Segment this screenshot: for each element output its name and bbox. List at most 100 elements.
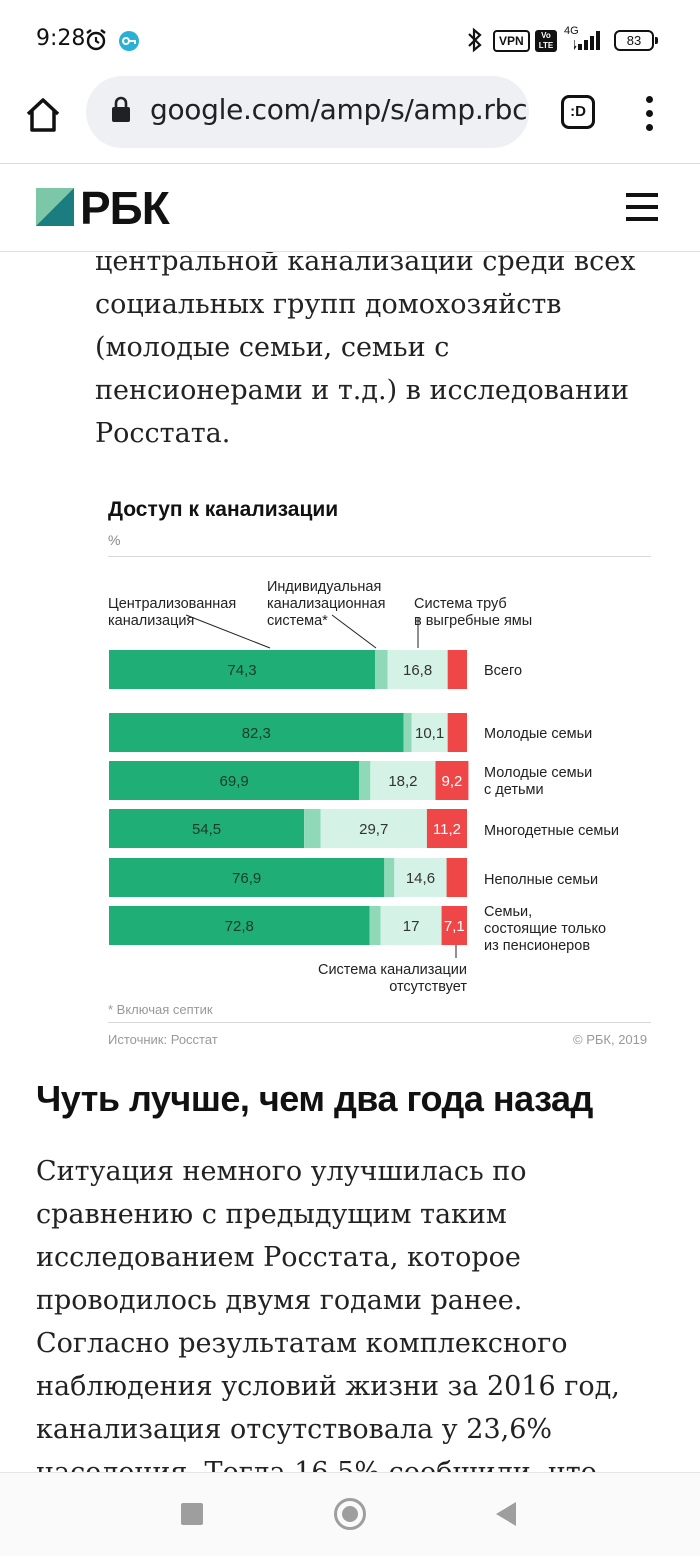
status-bar: 9:28 VPN Vo LTE 4G 83 [0,0,700,80]
intro-paragraph: центральной канализации среди всех социал… [95,252,675,455]
bar-segment [435,761,469,800]
signal-icon [574,31,600,50]
chart-source: Источник: Росстат [108,1032,218,1047]
vpn-badge: VPN [493,30,530,52]
bar-value-label: 9,2 [442,773,463,790]
address-bar[interactable]: google.com/amp/s/amp.rbc [86,76,529,148]
chart-top-rule [108,556,651,557]
bar-value-label: 10,1 [415,725,444,742]
bar-value-label: 17 [403,918,420,935]
bar-segment [441,906,467,945]
bar-segment [109,761,360,800]
body-line: канализация отсутствовала у 23,6% [36,1414,553,1445]
body-line: наблюдения условий жизни за 2016 год, [36,1371,620,1402]
alarm-icon [86,29,106,51]
legend-label-cesspit: Система труб в выгребные ямы [414,596,533,629]
tab-switcher-button[interactable]: :D [561,95,595,129]
intro-line: центральной канализации среди всех [95,252,636,277]
bar-value-label: 54,5 [192,821,221,838]
bar-segment [109,858,385,897]
bar-value-label: 82,3 [242,725,271,742]
legend-label-centralized: Централизованная канализация [108,596,237,629]
body-line: проводилось двумя годами ранее. [36,1285,523,1316]
bar-value-label: 72,8 [225,918,254,935]
bar-segment [374,650,388,689]
chart-copyright: © РБК, 2019 [573,1032,648,1047]
bar-value-label: 69,9 [220,773,249,790]
body-paragraph: Ситуация немного улучшилась по сравнению … [36,1150,676,1472]
home-icon[interactable] [22,94,64,136]
bar-segment [109,809,305,848]
bar-segment [447,650,467,689]
bar-segment [370,761,436,800]
bar-segment [394,858,447,897]
bar-value-label: 14,6 [406,870,435,887]
bar-segment [109,713,404,752]
rbk-logo-mark[interactable] [36,188,74,226]
system-nav-bar [0,1472,700,1556]
home-circle-icon[interactable] [334,1498,366,1530]
intro-line: Росстата. [95,418,231,449]
intro-line: (молодые семьи, семьи с [95,332,450,363]
bar-segment [446,858,467,897]
bar-segment [109,650,375,689]
legend-label-none: Система канализации отсутствует [317,962,467,995]
sewerage-access-chart: Доступ к канализации % Централизованная … [0,488,700,1048]
body-line: Ситуация немного улучшилась по [36,1156,527,1187]
more-options-icon[interactable] [640,94,660,134]
bar-segment [384,858,395,897]
bar-value-label: 18,2 [388,773,417,790]
bar-value-label: 29,7 [359,821,388,838]
category-label: Молодые семьи [484,726,593,742]
chart-unit: % [108,532,121,548]
category-label: Неполные семьи [484,872,599,888]
bar-value-label: 16,8 [403,662,432,679]
bar-segment [359,761,371,800]
bar-segment [426,809,467,848]
recent-apps-icon[interactable] [181,1503,203,1525]
annotation-leader-line [185,614,271,649]
article-content: центральной канализации среди всех социал… [0,252,700,1472]
chart-plot-area: 74,3 16,8 82,3 10,1 69,9 18,2 9,2 54,5 29,7 11,2 7… [109,614,469,958]
bar-segment [380,906,442,945]
site-header: РБК [0,164,700,252]
vpn-key-icon [119,31,139,51]
bar-segment [320,809,427,848]
body-line: Согласно результатам комплексного [36,1328,568,1359]
site-logo[interactable]: РБК [80,182,170,234]
back-triangle-icon[interactable] [496,1502,516,1526]
lock-icon [112,96,130,122]
network-type: 4G [564,25,579,37]
chart-bottom-rule [108,1022,651,1023]
bar-value-label: 74,3 [227,662,256,679]
category-label: Семьи, состоящие только из пенсионеров [484,904,607,954]
browser-toolbar: google.com/amp/s/amp.rbc :D [0,76,700,164]
bar-value-label: 11,2 [433,821,461,838]
clock: 9:28 [36,26,86,51]
bar-segment [411,713,448,752]
body-line: населения. Тогда 16,5% сообщили, что [36,1451,676,1472]
category-label: Всего [484,663,523,679]
url-text: google.com/amp/s/amp.rbc [150,93,528,126]
annotation-leader-line [331,614,377,649]
bar-segment [403,713,412,752]
bar-segment [304,809,321,848]
bar-value-label: 7,1 [444,918,465,935]
volte-badge: Vo LTE [535,30,557,52]
bar-segment [387,650,448,689]
hamburger-menu-icon[interactable] [626,193,658,221]
intro-line: социальных групп домохозяйств [95,289,562,320]
bar-segment [447,713,467,752]
bar-value-label: 76,9 [232,870,261,887]
category-label: Молодые семьи с детьми [484,765,593,798]
bar-segment [369,906,381,945]
intro-line: пенсионерами и т.д.) в исследовании [95,375,630,406]
body-line: исследованием Росстата, которое [36,1242,521,1273]
chart-footnote: * Включая септик [108,1002,213,1017]
bar-segment [109,906,370,945]
battery-indicator: 83 [614,30,658,51]
category-label: Многодетные семьи [484,823,620,839]
body-line: сравнению с предыдущим таким [36,1199,507,1230]
bluetooth-icon [468,27,482,53]
chart-title: Доступ к канализации [108,498,339,521]
